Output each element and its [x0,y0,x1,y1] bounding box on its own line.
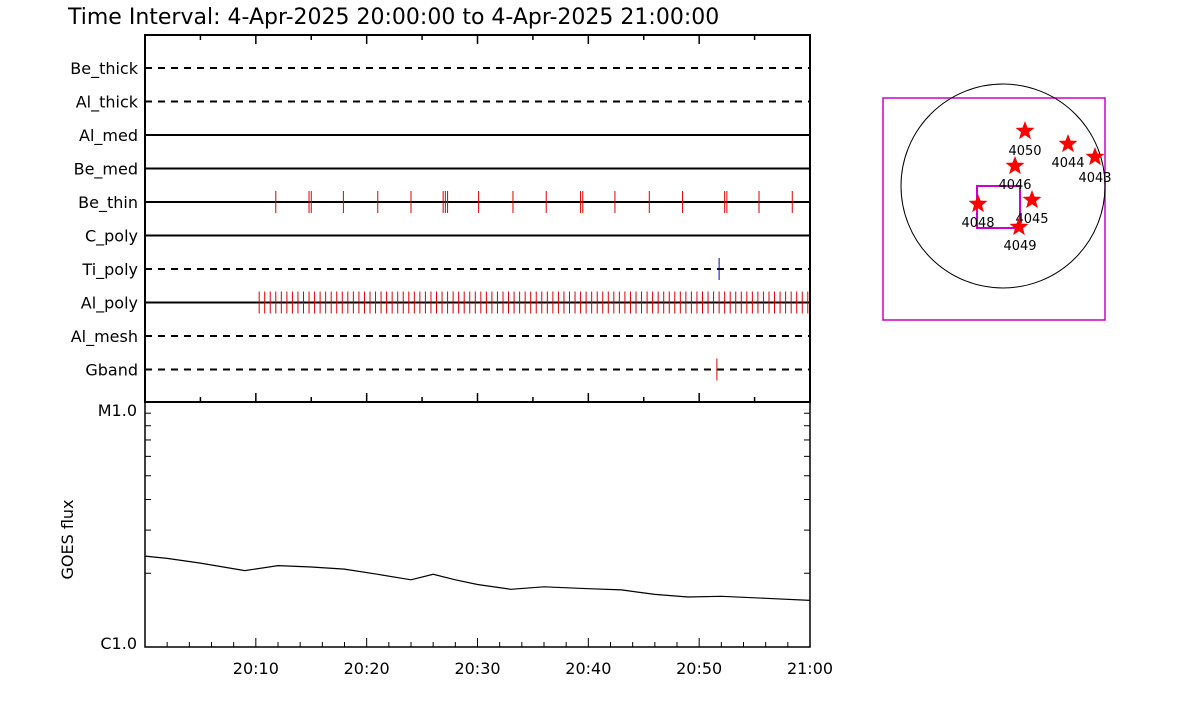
x-tick-label: 20:30 [454,659,500,678]
region-label-4050: 4050 [1008,144,1041,159]
x-tick-label: 21:00 [787,659,833,678]
region-label-4043: 4043 [1078,171,1111,186]
channel-label-be-thick: Be_thick [70,59,138,79]
channel-label-al-mesh: Al_mesh [71,327,138,347]
y-tick-label-bottom: C1.0 [100,634,137,653]
x-tick-label: 20:20 [344,659,390,678]
channel-label-ti-poly: Ti_poly [81,260,138,280]
region-star-4050 [1015,121,1035,140]
region-label-4046: 4046 [998,178,1031,193]
region-star-4049 [1009,217,1029,236]
region-label-4044: 4044 [1051,156,1084,171]
field-of-view-box [882,97,1106,321]
y-tick-label-top: M1.0 [98,401,137,420]
region-label-4049: 4049 [1003,239,1036,254]
timeline-frame [144,34,811,403]
solar-disk [900,83,1106,289]
channel-label-be-thin: Be_thin [78,193,138,213]
channel-label-be-med: Be_med [74,160,138,180]
channel-label-al-poly: Al_poly [81,294,138,314]
channel-label-gband: Gband [85,361,138,380]
x-tick-label: 20:40 [565,659,611,678]
goes-frame [144,401,811,648]
event-timeline-panel: Be_thick Al_thick Al_med Be_med Be_thin C_pol… [70,34,811,403]
region-star-4048 [968,194,988,213]
goes-flux-line [144,555,811,601]
goes-flux-panel: 20:10 20:20 20:30 20:40 20:50 21:00 M1.0 C1.0 GO… [58,401,833,678]
region-star-4044 [1058,134,1078,153]
y-axis-label: GOES flux [58,499,77,579]
region-label-4048: 4048 [961,216,994,231]
region-star-4045 [1022,190,1042,209]
region-label-4045: 4045 [1015,212,1048,227]
x-tick-label: 20:10 [233,659,279,678]
channel-label-c-poly: C_poly [85,227,138,247]
x-tick-label: 20:50 [676,659,722,678]
region-star-4043 [1085,147,1105,166]
channel-label-al-med: Al_med [79,126,138,146]
channel-label-al-thick: Al_thick [76,93,139,113]
region-star-4046 [1005,156,1025,175]
plot-title: Time Interval: 4-Apr-2025 20:00:00 to 4-… [67,5,719,30]
